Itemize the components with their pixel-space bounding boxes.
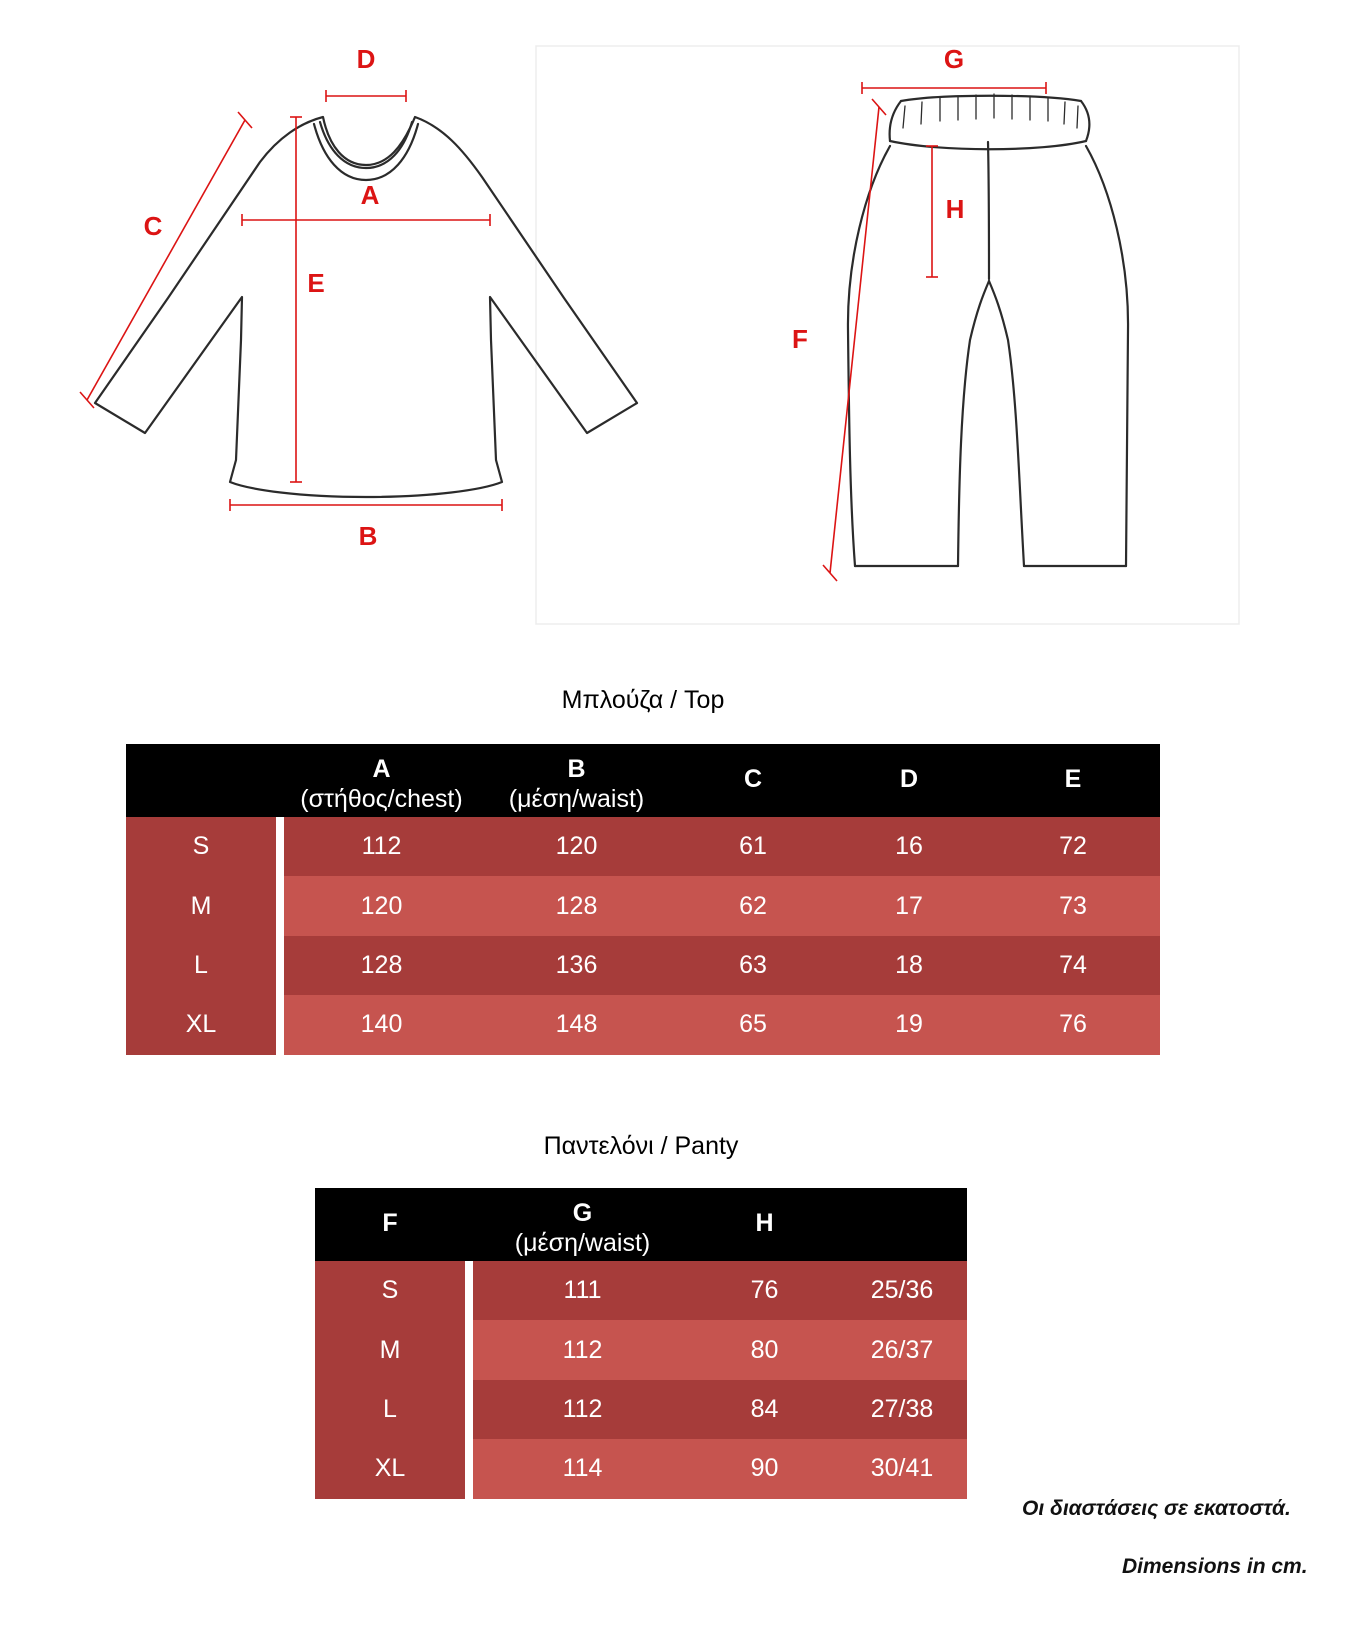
svg-text:C: C <box>144 211 163 241</box>
svg-text:H: H <box>946 194 965 224</box>
svg-text:E: E <box>307 268 324 298</box>
svg-text:D: D <box>357 44 376 74</box>
svg-text:A: A <box>361 180 380 210</box>
svg-text:G: G <box>944 44 964 74</box>
svg-text:F: F <box>792 324 808 354</box>
svg-text:B: B <box>359 521 378 551</box>
